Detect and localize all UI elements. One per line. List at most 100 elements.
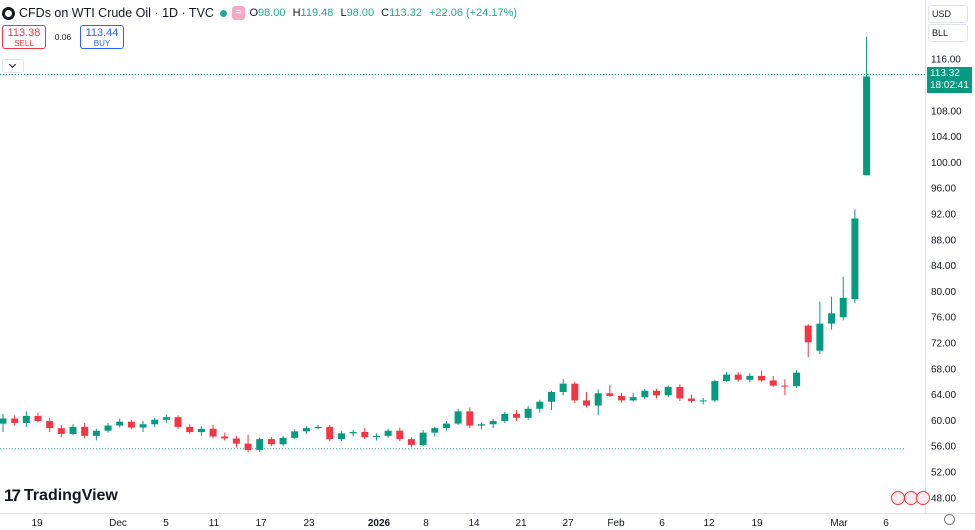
candle[interactable] [594, 389, 602, 416]
collapse-legend-button[interactable] [2, 59, 24, 73]
candle[interactable] [46, 417, 54, 433]
candle[interactable] [221, 432, 229, 441]
candle[interactable] [69, 424, 77, 436]
x-tick-label: 19 [751, 518, 763, 529]
candle[interactable] [618, 392, 626, 403]
candle[interactable] [723, 372, 731, 382]
candle[interactable] [337, 431, 345, 442]
candle[interactable] [197, 426, 205, 436]
candle[interactable] [186, 424, 194, 434]
candle[interactable] [758, 370, 766, 382]
candle[interactable] [139, 421, 147, 433]
candle[interactable] [664, 385, 672, 398]
candle[interactable] [536, 399, 544, 413]
candle[interactable] [174, 415, 182, 429]
candle[interactable] [571, 381, 579, 403]
candle[interactable] [583, 392, 590, 408]
candle[interactable] [11, 415, 19, 426]
settings-gear-icon[interactable] [944, 514, 955, 525]
candle[interactable] [734, 372, 742, 382]
buy-button[interactable]: 113.44 BUY [80, 25, 124, 49]
candle[interactable] [162, 414, 170, 423]
candle[interactable] [769, 375, 777, 387]
candle[interactable] [34, 412, 42, 423]
candle[interactable] [466, 407, 474, 429]
candle[interactable] [22, 411, 30, 427]
candle[interactable] [839, 276, 847, 321]
candle[interactable] [396, 427, 404, 442]
candle[interactable] [104, 422, 112, 433]
candle[interactable] [804, 324, 812, 358]
candle[interactable] [688, 394, 696, 403]
candle[interactable] [489, 419, 497, 429]
y-tick-label: 68.00 [931, 364, 956, 375]
economic-event-icon[interactable] [916, 491, 930, 505]
candle[interactable] [524, 406, 532, 420]
candle[interactable] [407, 437, 415, 448]
candle[interactable] [793, 370, 801, 389]
candle[interactable] [547, 390, 555, 411]
candle[interactable] [477, 422, 485, 430]
close-value: 113.32 [389, 7, 422, 19]
candle[interactable] [384, 428, 392, 438]
economic-event-icon[interactable] [891, 491, 905, 505]
candle[interactable] [699, 397, 707, 405]
candle[interactable] [256, 437, 264, 453]
candle[interactable] [629, 392, 637, 402]
candle[interactable] [606, 384, 614, 398]
candle[interactable] [279, 435, 287, 447]
candle[interactable] [454, 408, 462, 425]
candle[interactable] [302, 426, 310, 434]
candle[interactable] [232, 435, 240, 448]
candle[interactable] [92, 428, 100, 441]
candle[interactable] [267, 437, 275, 447]
candle[interactable] [326, 424, 334, 442]
x-tick-label: Mar [830, 518, 848, 529]
candle[interactable] [419, 430, 427, 447]
candle[interactable] [559, 379, 567, 396]
candle[interactable] [431, 426, 439, 437]
candle[interactable] [851, 209, 859, 304]
candle[interactable] [127, 419, 135, 430]
trade-buttons: 113.38 SELL 0.06 113.44 BUY [2, 25, 124, 49]
x-tick-label: 8 [423, 518, 429, 529]
sell-button[interactable]: 113.38 SELL [2, 25, 46, 49]
x-tick-label: 5 [163, 518, 169, 529]
unit-button[interactable]: BLL [928, 24, 968, 42]
candle[interactable] [209, 424, 217, 439]
candle[interactable] [151, 417, 159, 427]
candle[interactable] [244, 434, 252, 453]
candle[interactable] [816, 301, 824, 354]
candle[interactable] [442, 421, 450, 431]
candle[interactable] [863, 36, 871, 176]
candle[interactable] [0, 413, 7, 433]
candle[interactable] [746, 373, 754, 383]
candle[interactable] [676, 384, 684, 402]
candle[interactable] [501, 412, 509, 423]
tradingview-logo[interactable]: 17 TradingView [4, 486, 118, 505]
candle[interactable] [291, 429, 299, 440]
candle[interactable] [512, 410, 520, 422]
candle[interactable] [57, 424, 65, 438]
candle[interactable] [653, 388, 661, 399]
x-tick-label: 19 [31, 518, 43, 529]
tradingview-icon: 17 [4, 486, 21, 505]
candle[interactable] [314, 424, 322, 430]
candle[interactable] [711, 379, 719, 402]
candle[interactable] [372, 433, 380, 441]
symbol-title[interactable]: CFDs on WTI Crude Oil · 1D · TVC [19, 6, 214, 20]
candle[interactable] [641, 388, 649, 400]
candle[interactable] [116, 418, 124, 428]
data-badge[interactable]: ≈ [231, 6, 246, 20]
candle[interactable] [781, 379, 789, 396]
high-value: 119.48 [300, 7, 334, 19]
last-price-value: 113.32 [930, 68, 960, 79]
y-tick-label: 72.00 [931, 339, 956, 350]
candle[interactable] [828, 296, 836, 330]
candle[interactable] [349, 430, 357, 437]
candle[interactable] [361, 428, 369, 440]
market-status-icon[interactable] [219, 9, 227, 17]
candle[interactable] [81, 422, 89, 439]
currency-button[interactable]: USD [928, 5, 968, 23]
